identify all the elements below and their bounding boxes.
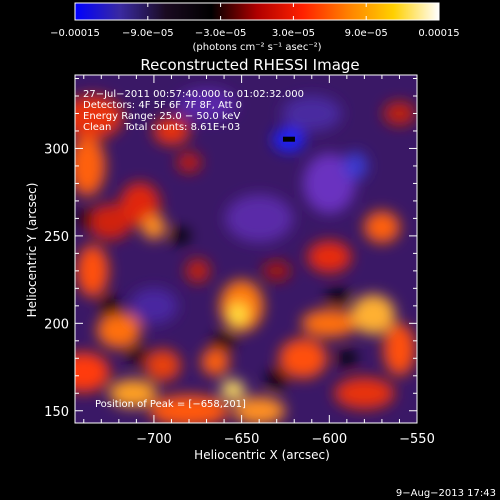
annotation-time-range: 27−Jul−2011 00:57:40.000 to 01:02:32.000 [83,89,304,100]
heatmap-blob [279,338,327,379]
heatmap-blob [185,258,210,283]
y-axis-label: Heliocentric Y (arcsec) [25,183,39,318]
heatmap-blob [334,377,395,410]
colorbar-tick-label: −0.00015 [50,28,100,39]
heatmap-blob [233,396,286,423]
heatmap-blob [100,295,121,316]
heatmap-blob [177,152,201,173]
heatmap-blob [108,379,157,408]
heatmap-blob [336,350,357,367]
plot-frame [74,74,418,424]
heatmap-blob [383,101,416,126]
annotation-detectors: Detectors: 4F 5F 6F 7F 8F, Att 0 [83,100,242,111]
annotation-clean: Clean Total counts: 8.61E+03 [83,122,240,133]
heatmap-blob [201,347,230,376]
x-tick-label: −650 [224,432,260,447]
heatmap-blob [225,194,294,243]
x-tick-label: −700 [136,432,172,447]
colorbar-tick-label: −3.0e−05 [195,28,247,39]
footer-date: 9−Aug−2013 17:43 [396,488,496,499]
heatmap-blob [96,312,141,349]
heatmap-blob [212,332,237,349]
heatmap-blob [343,151,368,180]
colorbar-ticks: −0.00015 −9.0e−05 −3.0e−05 3.0e−05 9.0e−05 0.… [50,3,460,39]
colorbar [74,2,440,21]
annotation-peak: Position of Peak = [−658,201] [95,399,246,410]
heatmap-blob [303,153,356,214]
heatmap-blob [149,394,229,423]
heatmap-blob [75,352,110,393]
y-tick-label: 200 [44,317,69,332]
heatmap-blob [75,210,92,227]
heatmap-blob [383,323,416,376]
heatmap-blob [141,215,166,240]
negative-peak-dot [282,136,295,142]
x-tick-label: −600 [311,432,347,447]
heatmap-blob [351,294,396,335]
heatmap-blob [170,227,191,244]
y-tick-label: 300 [44,142,69,157]
heatmap-blob [363,211,400,244]
heatmap-blob [88,203,133,240]
heatmap-blob [119,182,160,227]
colorbar-tick-label: 0.00015 [418,28,459,39]
heatmap-blob [76,244,109,297]
heatmap-blob [262,260,291,281]
heatmap-blob [326,289,351,306]
heatmap-blob [153,116,190,145]
x-axis-label: Heliocentric X (arcsec) [194,448,330,462]
colorbar-tick-label: −9.0e−05 [122,28,174,39]
annotation-energy: Energy Range: 25.0 − 50.0 keV [83,111,240,122]
heatmap-blob [144,349,181,382]
heatmap-blob [281,95,342,132]
y-tick-label: 150 [44,405,69,420]
heatmap-blob [129,287,178,324]
heatmap-blob [75,135,106,196]
heatmap-blob [220,379,245,400]
colorbar-tick-label: 3.0e−05 [272,28,315,39]
heatmap-blobs [75,88,416,423]
heatmap-image [75,75,417,423]
colorbar-units: (photons cm⁻² s⁻¹ asec⁻²) [192,42,321,53]
chart-title: Reconstructed RHESSI Image [140,56,359,74]
heatmap-blob [301,309,358,338]
colorbar-tick-label: 9.0e−05 [345,28,388,39]
negative-peak-marker [282,136,295,142]
heatmap-blob [75,94,123,139]
heatmap-blob [126,346,147,363]
heatmap-blob [228,302,249,327]
heatmap-blob [266,369,287,390]
heatmap-blob [307,240,352,273]
y-tick-label: 250 [44,230,69,245]
heatmap-blob [176,88,237,121]
x-tick-label: −550 [399,432,435,447]
axis-ticks: −700 −650 −600 −550 150 200 250 300 [44,75,435,447]
